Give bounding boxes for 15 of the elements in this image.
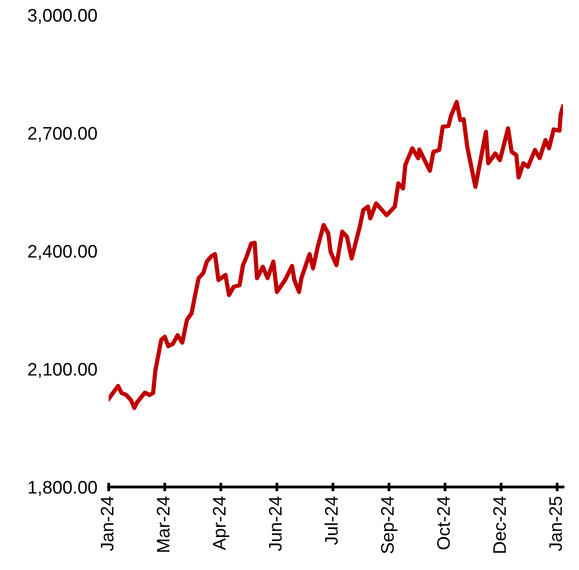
x-tick-label: Oct-24 xyxy=(437,496,450,550)
x-tick-label: Jan-24 xyxy=(100,496,114,551)
x-tick-label: Jan-25 xyxy=(549,496,562,551)
x-tick-label: Mar-24 xyxy=(156,496,170,552)
x-tick-label: Apr-24 xyxy=(212,496,230,550)
x-tick-label: Jun-24 xyxy=(268,496,282,551)
x-tick-label: Dec-24 xyxy=(493,496,506,553)
line-series xyxy=(108,100,563,410)
x-tick-label: Sep-24 xyxy=(381,496,398,554)
y-tick-label: 2,700.00 xyxy=(28,126,97,142)
y-tick-label: 3,000.00 xyxy=(28,8,97,24)
x-tick-label: Jul-24 xyxy=(324,496,338,545)
y-tick-label: 1,800.00 xyxy=(28,480,97,496)
y-tick-label: 2,400.00 xyxy=(28,244,97,260)
y-tick-label: 2,100.00 xyxy=(28,362,97,378)
